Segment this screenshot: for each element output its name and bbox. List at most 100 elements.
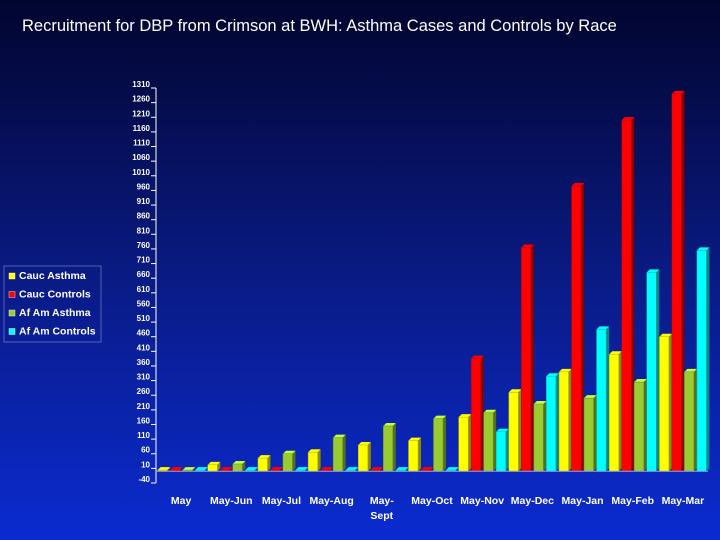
x-tick-label: May-Jul	[262, 495, 301, 507]
bar-top	[370, 467, 384, 471]
bar-side	[530, 244, 534, 472]
y-tick-label: 10	[141, 460, 150, 469]
bar-front	[307, 452, 318, 472]
bar-top	[508, 389, 522, 393]
y-tick-label: 60	[141, 446, 150, 455]
bar	[483, 409, 497, 472]
bar-top	[170, 467, 183, 471]
bar-top	[320, 467, 334, 471]
bar-side	[279, 467, 283, 472]
y-tick-label: 310	[137, 373, 151, 382]
y-axis: -401060110160210260310360410460510560610…	[132, 80, 157, 484]
bar-top	[559, 368, 572, 372]
bar	[194, 467, 208, 472]
legend-swatch	[8, 272, 16, 280]
bar-front	[633, 381, 644, 472]
bar	[445, 467, 459, 472]
bar	[671, 90, 685, 472]
bar-side	[229, 467, 233, 472]
bar-front	[508, 392, 519, 472]
bar	[370, 467, 384, 472]
bar-top	[421, 467, 434, 471]
y-tick-label: 660	[137, 270, 151, 279]
bar	[684, 368, 697, 472]
bar	[395, 467, 409, 472]
bar-top	[395, 467, 409, 471]
bar	[508, 389, 522, 472]
bar-front	[558, 371, 569, 472]
bar-front	[458, 416, 469, 472]
bar-side	[443, 415, 446, 472]
bar-front	[696, 250, 707, 472]
bar-front	[483, 412, 494, 472]
bar-front	[383, 425, 394, 472]
bar-top	[496, 428, 509, 432]
y-tick-label: 260	[137, 387, 151, 396]
y-tick-label: 560	[137, 299, 151, 308]
bar	[207, 461, 221, 472]
legend-label: Cauc Controls	[19, 289, 91, 301]
bar-side	[418, 437, 421, 472]
bar-side	[518, 389, 522, 472]
bar-side	[681, 90, 685, 472]
bar-top	[646, 269, 660, 273]
bar-top	[571, 183, 585, 187]
bar	[220, 467, 233, 472]
bar-front	[257, 457, 268, 472]
bar	[495, 428, 509, 472]
bar-side	[706, 247, 710, 472]
bar-front	[533, 403, 544, 472]
y-tick-label: 1160	[133, 124, 151, 133]
y-tick-label: 1210	[132, 109, 150, 118]
y-tick-label: 760	[137, 241, 151, 250]
bar-side	[593, 395, 597, 472]
bar	[696, 247, 710, 472]
bar-top	[483, 409, 497, 413]
bar	[533, 401, 547, 472]
y-tick-label: 1060	[132, 153, 150, 162]
bar-top	[333, 434, 346, 438]
bar-side	[242, 460, 246, 472]
bar-top	[596, 326, 610, 330]
bar	[282, 450, 296, 472]
bar-front	[207, 464, 218, 472]
bar	[659, 333, 672, 472]
bar-front	[470, 358, 481, 472]
bar-top	[358, 441, 371, 445]
bar-side	[317, 449, 321, 472]
bar	[182, 467, 196, 472]
bar	[332, 434, 346, 472]
bar	[157, 467, 171, 472]
bar-front	[433, 418, 444, 472]
bar-side	[304, 467, 308, 472]
bar-side	[330, 467, 334, 472]
bar-side	[543, 401, 547, 472]
bar-side	[192, 467, 196, 472]
bar-top	[295, 467, 308, 471]
bar-side	[405, 467, 409, 472]
y-tick-label: 910	[137, 197, 151, 206]
x-axis: May May-Jun May-Jul May-Aug May-Sept May-Oct M…	[156, 470, 708, 522]
bar-side	[668, 333, 672, 472]
x-tick-label: May-Jan	[562, 495, 604, 507]
bar-front	[583, 397, 594, 472]
bar-front	[232, 463, 243, 472]
bar	[345, 467, 359, 472]
bar-side	[355, 467, 359, 472]
bar-side	[493, 409, 497, 472]
y-tick-label: 410	[137, 343, 151, 352]
bar-side	[618, 351, 622, 472]
y-tick-label: 210	[137, 402, 151, 411]
x-tick-label: May-Feb	[611, 495, 654, 507]
y-tick-label: 460	[137, 329, 151, 338]
bar	[232, 460, 246, 472]
bar-side	[392, 422, 396, 472]
x-tick-label: May-Jun	[210, 495, 253, 507]
bar-top	[207, 461, 221, 465]
bar-series-group	[157, 90, 710, 472]
bar-top	[433, 415, 446, 419]
y-tick-label: 860	[137, 212, 151, 221]
bar-top	[659, 333, 672, 337]
bar-top	[232, 460, 246, 464]
legend: Cauc Asthma Cauc Controls Af Am Asthma Af A…	[3, 265, 102, 343]
